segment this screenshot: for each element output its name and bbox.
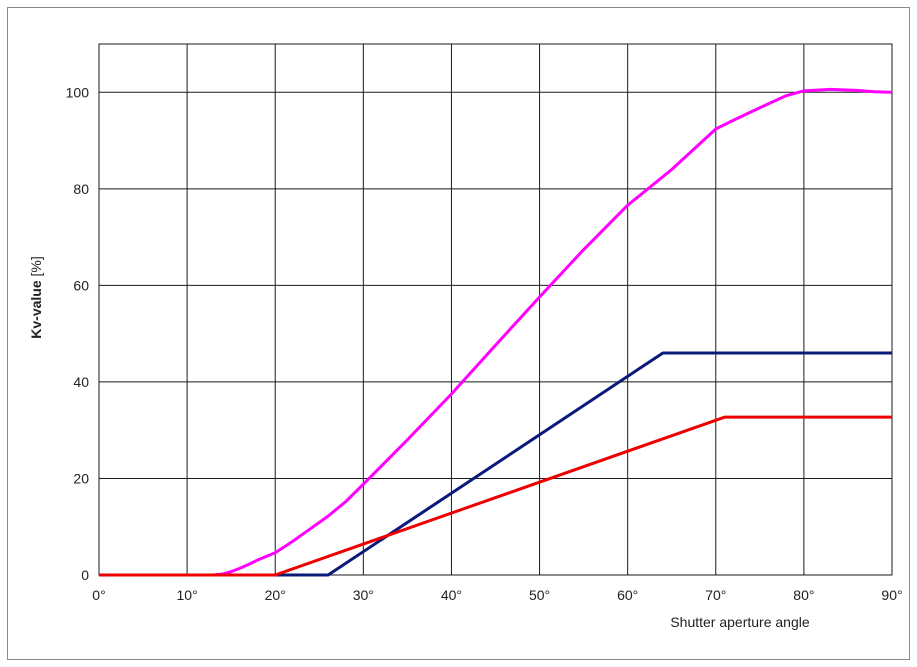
tick-labels: 0° 10° 20° 30° 40° 50° 60° 70° 80° 90° 0 20 40 60 80 10… — [66, 84, 903, 603]
x-tick-label: 0° — [92, 587, 105, 603]
y-tick-label: 20 — [73, 470, 89, 486]
series-line-1 — [99, 87, 893, 577]
x-tick-label: 40° — [441, 587, 462, 603]
series-line-3 — [99, 415, 892, 577]
y-tick-label: 0 — [81, 567, 89, 583]
x-tick-label: 50° — [529, 587, 550, 603]
y-tick-label: 80 — [73, 181, 89, 197]
x-tick-label: 90° — [881, 587, 902, 603]
x-tick-label: 10° — [177, 587, 198, 603]
x-tick-label: 60° — [617, 587, 638, 603]
chart-frame — [7, 7, 910, 660]
grid — [98, 43, 893, 576]
y-tick-label: 60 — [73, 277, 89, 293]
y-tick-label: 40 — [73, 374, 89, 390]
y-tick-label: 100 — [66, 84, 90, 100]
y-axis-title: Kv-value [%] — [28, 256, 44, 338]
y-axis-title-unit: [%] — [28, 256, 44, 276]
plot-area-border — [98, 43, 893, 576]
x-tick-label: 20° — [265, 587, 286, 603]
y-axis-title-name: Kv-value — [28, 280, 44, 339]
x-tick-label: 80° — [793, 587, 814, 603]
x-tick-label: 70° — [705, 587, 726, 603]
x-axis-title: Shutter aperture angle — [670, 614, 810, 630]
series-line-2 — [99, 351, 892, 577]
series-layer — [99, 87, 893, 577]
x-tick-label: 30° — [353, 587, 374, 603]
